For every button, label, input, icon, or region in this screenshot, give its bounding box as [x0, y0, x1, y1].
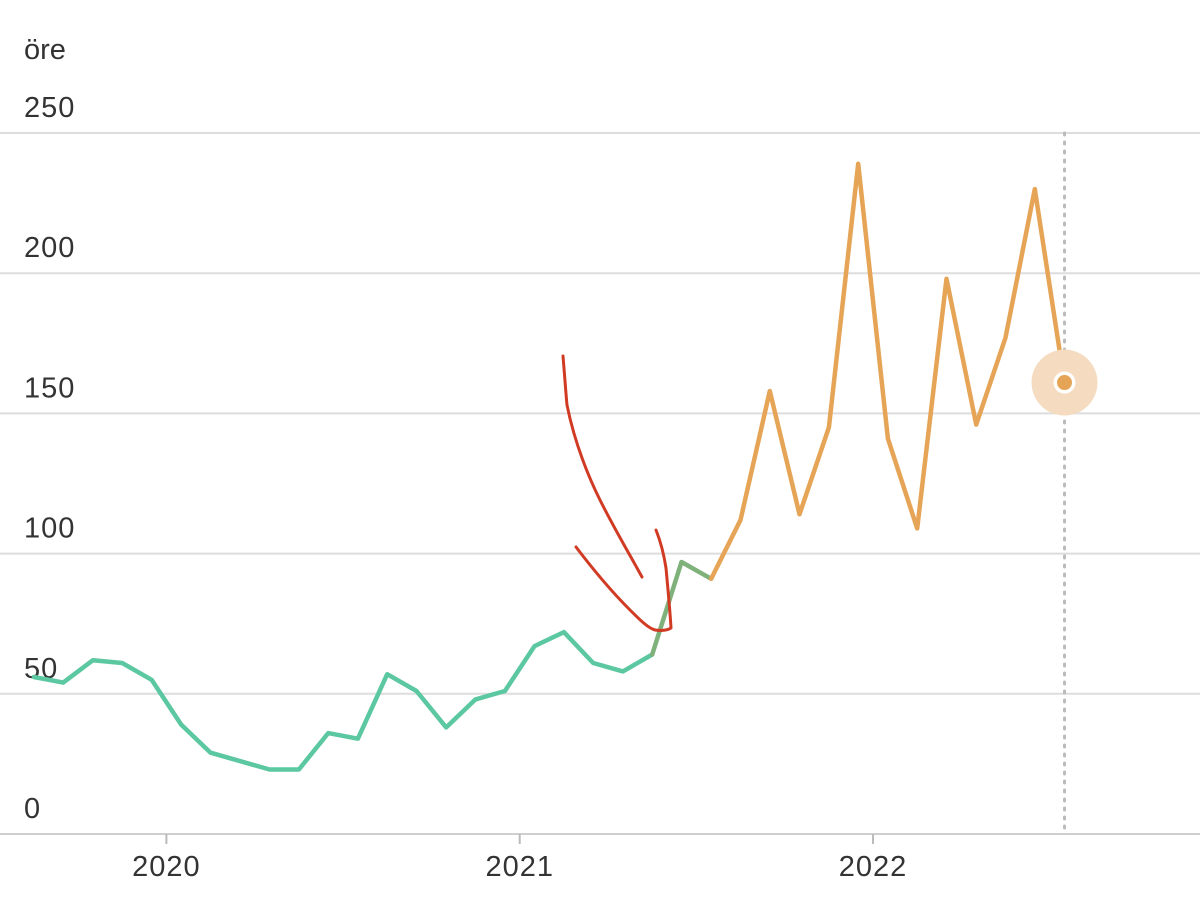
- x-tick-label-2021: 2021: [485, 851, 554, 883]
- data-point-21: [649, 652, 655, 658]
- data-point-31: [944, 276, 950, 282]
- data-point-6: [208, 750, 214, 756]
- y-tick-label-100: 100: [24, 513, 75, 545]
- x-tick-label-2022: 2022: [839, 851, 908, 883]
- data-point-34: [1032, 186, 1038, 192]
- y-tick-label-150: 150: [24, 372, 75, 404]
- series-lines: [31, 161, 1067, 773]
- data-point-4: [149, 677, 155, 683]
- x-tick-label-2020: 2020: [132, 851, 201, 883]
- data-point-0: [31, 674, 37, 680]
- data-point-29: [885, 436, 891, 442]
- data-point-16: [502, 688, 508, 694]
- y-gridlines: [0, 132, 1200, 835]
- data-point-5: [178, 722, 184, 728]
- data-point-32: [973, 422, 979, 428]
- data-point-20: [620, 668, 626, 674]
- current-value-marker: [1031, 349, 1098, 416]
- data-point-24: [738, 517, 744, 523]
- data-point-10: [325, 730, 331, 736]
- data-point-18: [561, 629, 567, 635]
- y-tick-label-250: 250: [24, 92, 75, 124]
- data-point-2: [90, 657, 96, 663]
- data-point-9: [296, 767, 302, 773]
- data-point-13: [414, 688, 420, 694]
- data-point-15: [473, 696, 479, 702]
- x-axis-ticks: 2020 2021 2022: [132, 834, 908, 883]
- data-point-17: [532, 643, 538, 649]
- series-segment-transition: [649, 559, 714, 657]
- data-point-3: [119, 660, 125, 666]
- data-point-25: [767, 388, 773, 394]
- data-point-33: [1003, 335, 1009, 341]
- y-axis-unit-label: öre: [24, 34, 66, 66]
- series-segment-high: [708, 161, 1067, 582]
- data-point-19: [590, 660, 596, 666]
- data-point-14: [443, 724, 449, 730]
- data-point-30: [914, 525, 920, 531]
- data-point-7: [237, 758, 243, 764]
- highlight-dot: [1057, 375, 1073, 391]
- data-point-27: [826, 424, 832, 430]
- data-point-1: [60, 680, 66, 686]
- annotation-arrow-head: [574, 528, 673, 632]
- annotation-arrow-shaft: [561, 354, 644, 579]
- data-point-12: [384, 671, 390, 677]
- data-point-26: [797, 511, 803, 517]
- data-point-11: [355, 736, 361, 742]
- data-point-8: [267, 767, 273, 773]
- y-tick-label-200: 200: [24, 232, 75, 264]
- annotation-arrow: [561, 354, 673, 632]
- data-point-28: [855, 161, 861, 167]
- series-segment-low: [31, 629, 655, 772]
- y-tick-label-0: 0: [24, 793, 41, 825]
- data-point-22: [679, 559, 685, 565]
- data-point-23: [708, 576, 714, 582]
